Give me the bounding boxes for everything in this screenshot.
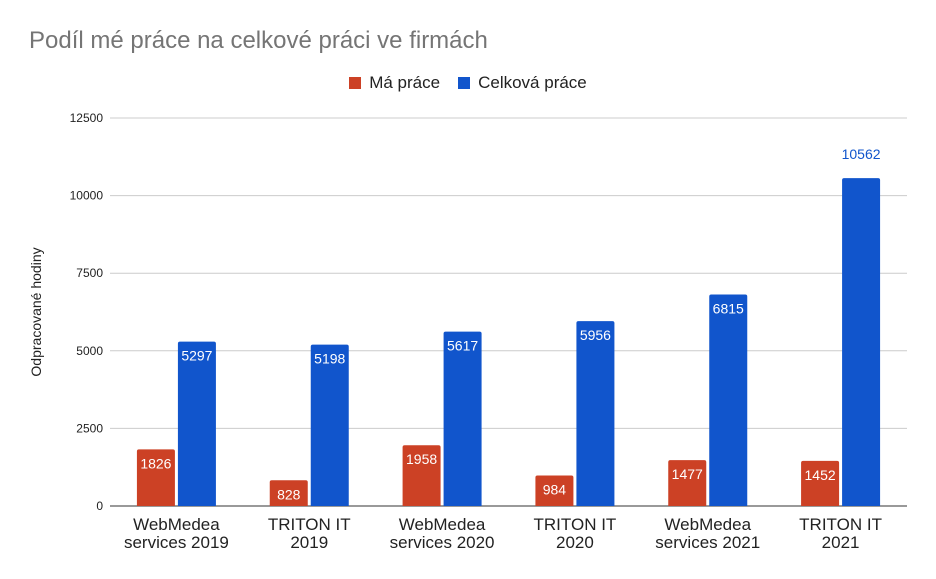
y-axis-label: Odpracované hodiny — [28, 247, 44, 376]
x-tick-label: TRITON IT 2019 — [268, 515, 351, 552]
bar-ma-prace — [269, 480, 308, 506]
bar-celkova-prace — [709, 294, 748, 506]
x-tick-label: WebMedea services 2019 — [124, 515, 229, 552]
legend-swatch-celkova-prace — [458, 77, 471, 89]
data-label: 5297 — [181, 348, 212, 364]
legend-label-celkova-prace: Celková práce — [478, 73, 587, 92]
data-label: 1477 — [672, 466, 703, 482]
x-tick-label: WebMedea services 2021 — [655, 515, 760, 552]
legend-label-ma-prace: Má práce — [369, 73, 441, 92]
y-tick-label: 2500 — [76, 421, 103, 435]
y-tick-label: 7500 — [76, 266, 103, 280]
data-label: 1958 — [406, 451, 437, 467]
data-label: 5956 — [580, 327, 611, 343]
data-label: 6815 — [713, 300, 744, 316]
y-tick-label: 12500 — [70, 111, 104, 125]
bar-celkova-prace — [177, 341, 216, 506]
chart-title: Podíl mé práce na celkové práci ve firmá… — [29, 27, 488, 54]
legend-item-ma-prace[interactable]: Má práce — [349, 73, 440, 93]
y-tick-label: 0 — [96, 499, 103, 513]
x-tick-label: TRITON IT 2021 — [799, 515, 882, 552]
bar-ma-prace — [668, 460, 707, 506]
bar-ma-prace — [136, 449, 175, 506]
data-label: 5198 — [314, 351, 345, 367]
legend: Má práce Celková práce — [0, 73, 936, 93]
bar-ma-prace — [801, 460, 840, 506]
bar-celkova-prace — [576, 321, 615, 506]
data-label: 1452 — [805, 467, 836, 483]
data-label: 984 — [543, 481, 567, 497]
x-tick-label: WebMedea services 2020 — [390, 515, 495, 552]
bar-celkova-prace — [310, 344, 349, 506]
bar-ma-prace — [535, 475, 574, 506]
bar-celkova-prace — [842, 178, 881, 506]
legend-swatch-ma-prace — [349, 77, 362, 89]
bar-celkova-prace — [443, 331, 482, 506]
x-tick-label: TRITON IT 2020 — [534, 515, 617, 552]
data-label: 10562 — [842, 146, 881, 162]
data-label: 5617 — [447, 338, 478, 354]
data-label: 828 — [277, 486, 301, 502]
data-label: 1826 — [140, 455, 171, 471]
legend-item-celkova-prace[interactable]: Celková práce — [458, 73, 587, 93]
y-tick-label: 5000 — [76, 344, 103, 358]
y-tick-label: 10000 — [70, 189, 104, 203]
bar-ma-prace — [402, 445, 441, 506]
